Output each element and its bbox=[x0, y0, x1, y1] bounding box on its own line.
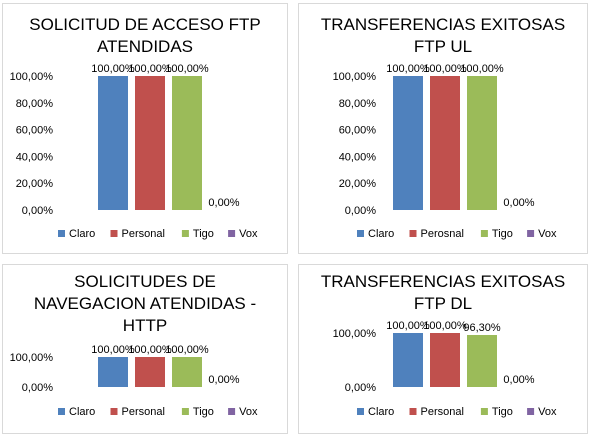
legend-swatch bbox=[480, 230, 488, 237]
data-label: 100,00% bbox=[386, 63, 430, 75]
data-label: 0,00% bbox=[503, 197, 534, 209]
data-label: 0,00% bbox=[208, 374, 239, 386]
legend-swatch bbox=[181, 408, 189, 415]
chart-title: TRANSFERENCIAS EXITOSAS FTP UL bbox=[299, 14, 587, 58]
bar-personal bbox=[135, 76, 165, 210]
data-label: 100,00% bbox=[386, 320, 430, 332]
legend-entry: Tigo bbox=[193, 406, 214, 418]
chart-title-line: ATENDIDAS bbox=[96, 37, 194, 56]
bar-tigo bbox=[467, 334, 497, 387]
y-tick-label: 0,00% bbox=[345, 205, 376, 217]
bar-chart: 0,00%20,00%40,00%60,00%80,00%100,00%100,… bbox=[333, 63, 557, 240]
chart-title-line: NAVEGACION ATENDIDAS - bbox=[33, 294, 257, 313]
chart-title-line: SOLICITUD DE ACCESO FTP bbox=[29, 15, 261, 34]
y-tick-label: 100,00% bbox=[333, 71, 377, 83]
bar-claro bbox=[393, 333, 423, 387]
legend-swatch bbox=[527, 408, 535, 415]
chart-title: SOLICITUD DE ACCESO FTP ATENDIDAS bbox=[3, 14, 287, 58]
chart-title: SOLICITUDES DE NAVEGACION ATENDIDAS - HTTP bbox=[3, 271, 287, 337]
legend-swatch bbox=[480, 408, 488, 415]
chart-title-line: FTP UL bbox=[413, 37, 473, 56]
data-label: 100,00% bbox=[165, 344, 209, 356]
y-tick-label: 80,00% bbox=[16, 98, 54, 110]
legend-swatch bbox=[409, 408, 417, 415]
legend-swatch bbox=[181, 230, 189, 237]
y-tick-label: 40,00% bbox=[339, 151, 377, 163]
chart-panel-ftp-dl: TRANSFERENCIAS EXITOSAS FTP DL 0,00% 100,00… bbox=[298, 264, 588, 434]
legend-swatch bbox=[357, 408, 364, 415]
legend-entry: Claro bbox=[69, 228, 95, 240]
chart-title-line: SOLICITUDES DE bbox=[74, 272, 216, 291]
y-tick-label: 20,00% bbox=[339, 178, 377, 190]
legend-swatch bbox=[58, 230, 65, 237]
y-tick-label: 100,00% bbox=[10, 352, 54, 364]
data-label: 100,00% bbox=[91, 63, 135, 75]
chart-panel-http: SOLICITUDES DE NAVEGACION ATENDIDAS - HTTP… bbox=[2, 264, 288, 434]
legend-swatch bbox=[228, 408, 236, 415]
data-label: 100,00% bbox=[423, 63, 467, 75]
bar-personal bbox=[135, 357, 165, 387]
bar-tigo bbox=[467, 76, 497, 210]
legend-entry: Tigo bbox=[492, 406, 513, 418]
bar-chart: 0,00%20,00%40,00%60,00%80,00%100,00%100,… bbox=[10, 63, 258, 240]
legend-entry: Claro bbox=[69, 406, 95, 418]
bar-chart: 0,00%100,00%100,00%100,00%96,30%0,00%Cla… bbox=[333, 320, 557, 418]
legend-entry: Personal bbox=[122, 228, 165, 240]
data-label: 100,00% bbox=[165, 63, 209, 75]
legend-swatch bbox=[110, 408, 118, 415]
data-label: 0,00% bbox=[503, 374, 534, 386]
bar-personal bbox=[430, 333, 460, 387]
chart-title-line: TRANSFERENCIAS EXITOSAS bbox=[320, 15, 566, 34]
bar-chart: 0,00%100,00%100,00%100,00%100,00%0,00%Cl… bbox=[10, 344, 258, 418]
bar-claro bbox=[98, 76, 128, 210]
legend-swatch bbox=[228, 230, 236, 237]
legend-entry: Tigo bbox=[492, 228, 513, 240]
legend-swatch bbox=[409, 230, 417, 237]
y-tick-label: 60,00% bbox=[339, 125, 377, 137]
y-tick-label: 100,00% bbox=[333, 328, 377, 340]
chart-title-line: HTTP bbox=[122, 316, 168, 335]
legend-entry: Vox bbox=[239, 228, 258, 240]
data-label: 100,00% bbox=[128, 63, 172, 75]
y-tick-label: 0,00% bbox=[22, 382, 53, 394]
chart-title-line: TRANSFERENCIAS EXITOSAS bbox=[320, 272, 566, 291]
chart-title: TRANSFERENCIAS EXITOSAS FTP DL bbox=[299, 271, 587, 315]
legend-entry: Claro bbox=[368, 228, 394, 240]
bar-tigo bbox=[172, 357, 202, 387]
legend-swatch bbox=[58, 408, 65, 415]
y-tick-label: 0,00% bbox=[22, 205, 53, 217]
y-tick-label: 0,00% bbox=[345, 382, 376, 394]
y-tick-label: 80,00% bbox=[339, 98, 377, 110]
chart-panel-ftp-access: SOLICITUD DE ACCESO FTP ATENDIDAS 0,00% 20,… bbox=[2, 3, 288, 254]
bar-claro bbox=[393, 76, 423, 210]
legend-entry: Vox bbox=[239, 406, 258, 418]
legend-swatch bbox=[357, 230, 364, 237]
chart-panel-ftp-ul: TRANSFERENCIAS EXITOSAS FTP UL 0,00% 20,00%… bbox=[298, 3, 588, 254]
legend-entry: Vox bbox=[538, 406, 557, 418]
y-tick-label: 40,00% bbox=[16, 151, 54, 163]
data-label: 100,00% bbox=[423, 320, 467, 332]
legend-entry: Vox bbox=[538, 228, 557, 240]
y-tick-label: 100,00% bbox=[10, 71, 54, 83]
bar-perosnal bbox=[430, 76, 460, 210]
legend-entry: Tigo bbox=[193, 228, 214, 240]
y-tick-label: 20,00% bbox=[16, 178, 54, 190]
legend-swatch bbox=[110, 230, 118, 237]
legend-entry: Personal bbox=[122, 406, 165, 418]
data-label: 100,00% bbox=[460, 63, 504, 75]
legend-entry: Personal bbox=[421, 406, 464, 418]
data-label: 96,30% bbox=[463, 322, 501, 334]
bar-tigo bbox=[172, 76, 202, 210]
y-tick-label: 60,00% bbox=[16, 125, 54, 137]
legend-entry: Perosnal bbox=[421, 228, 464, 240]
data-label: 100,00% bbox=[91, 344, 135, 356]
legend-swatch bbox=[527, 230, 535, 237]
legend-entry: Claro bbox=[368, 406, 394, 418]
data-label: 0,00% bbox=[208, 197, 239, 209]
chart-title-line: FTP DL bbox=[413, 294, 473, 313]
bar-claro bbox=[98, 357, 128, 387]
data-label: 100,00% bbox=[128, 344, 172, 356]
